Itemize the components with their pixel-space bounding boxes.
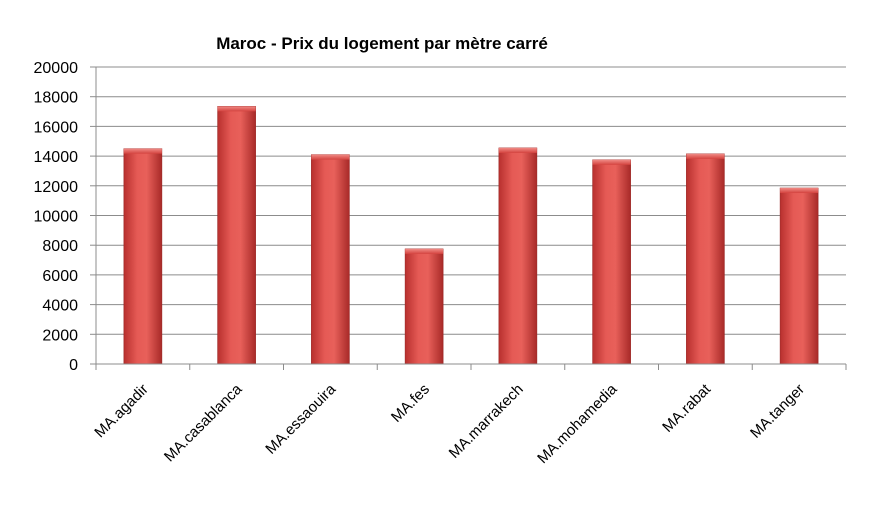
y-tick-label: 0 xyxy=(69,357,78,374)
y-tick-label: 12000 xyxy=(34,179,79,196)
y-tick-label: 14000 xyxy=(34,149,79,166)
bar-cap xyxy=(123,148,162,154)
bar xyxy=(498,147,538,365)
bar-cap xyxy=(217,106,256,112)
x-tick-label: MA.fes xyxy=(388,381,433,426)
bar-cap xyxy=(311,154,350,160)
y-tick-label: 10000 xyxy=(34,209,79,226)
x-tick-label: MA.essaouira xyxy=(262,380,339,457)
chart-title: Maroc - Prix du logement par mètre carré xyxy=(216,34,548,53)
x-tick-label: MA.agadir xyxy=(91,381,151,441)
gridlines xyxy=(96,66,846,335)
y-tick-label: 4000 xyxy=(42,298,78,315)
bar-body xyxy=(123,148,163,365)
x-tick-label: MA.mohamedia xyxy=(534,380,621,467)
y-tick-label: 18000 xyxy=(34,90,79,107)
bar-cap xyxy=(405,248,444,254)
bar xyxy=(686,153,725,365)
bar xyxy=(311,154,350,365)
bar-body xyxy=(311,154,350,365)
x-axis-ticks: MA.agadir MA.casablanca MA.essaouira MA.fes… xyxy=(91,364,847,467)
y-axis-ticks: 0 2000 4000 6000 8000 10000 12000 14000 16000 180… xyxy=(34,60,96,374)
bar-body xyxy=(498,147,538,365)
bar-body xyxy=(592,159,631,365)
bar-cap xyxy=(592,159,631,165)
y-tick-label: 2000 xyxy=(42,327,78,344)
bar-cap xyxy=(780,188,819,194)
bar xyxy=(404,248,444,365)
bar-body xyxy=(686,153,725,365)
bars xyxy=(123,106,819,365)
y-tick-label: 16000 xyxy=(34,119,79,136)
y-tick-label: 6000 xyxy=(42,268,78,285)
y-tick-label: 20000 xyxy=(34,60,79,77)
x-tick-label: MA.tanger xyxy=(747,381,808,442)
x-tick-label: MA.casablanca xyxy=(161,380,246,465)
bar-cap xyxy=(498,147,537,153)
bar xyxy=(217,106,256,365)
bar-cap xyxy=(686,153,725,159)
x-tick-label: MA.marrakech xyxy=(446,381,527,462)
bar-body xyxy=(779,187,819,365)
bar xyxy=(779,187,819,365)
bar xyxy=(123,148,163,365)
bar-body xyxy=(217,106,256,365)
x-tick-label: MA.rabat xyxy=(659,380,715,436)
y-tick-label: 8000 xyxy=(42,238,78,255)
bar xyxy=(592,159,631,365)
bar-body xyxy=(404,248,444,365)
